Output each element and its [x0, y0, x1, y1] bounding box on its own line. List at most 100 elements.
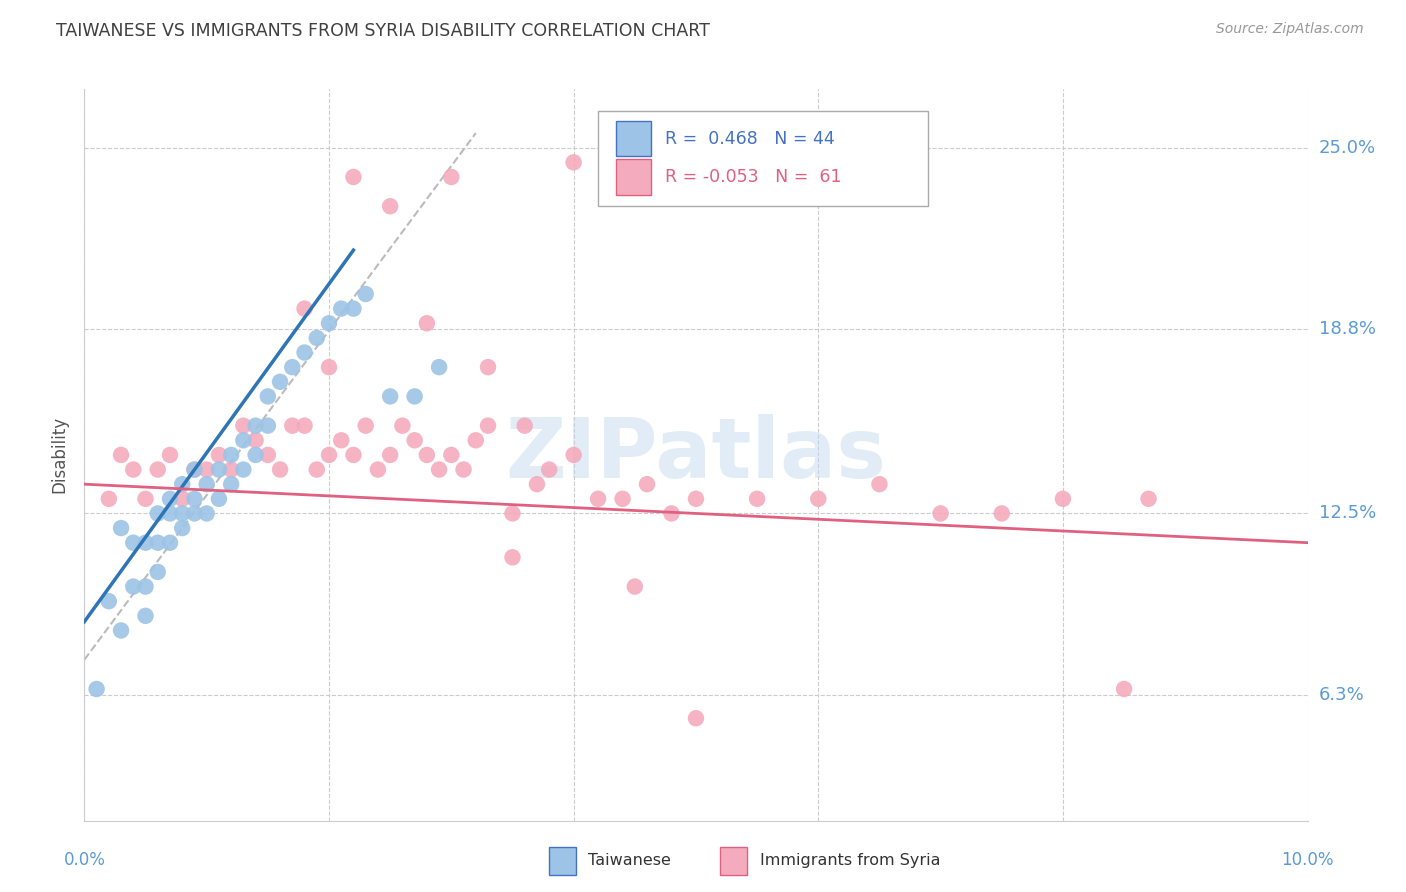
Point [122, 535, 145, 549]
Point [685, 491, 707, 506]
Point [747, 491, 769, 506]
Point [208, 462, 231, 476]
Point [172, 491, 194, 506]
Point [219, 477, 242, 491]
Point [245, 434, 267, 448]
Point [208, 448, 231, 462]
Text: R =  0.468   N = 44: R = 0.468 N = 44 [665, 130, 835, 148]
Point [380, 448, 402, 462]
Point [281, 418, 304, 433]
Point [110, 448, 132, 462]
Point [159, 491, 181, 506]
Point [354, 287, 377, 301]
Point [86, 681, 108, 696]
Point [1114, 681, 1136, 696]
Point [219, 462, 242, 476]
Point [183, 462, 205, 476]
Point [354, 418, 377, 433]
Point [380, 199, 402, 213]
Point [453, 462, 475, 476]
Point [427, 462, 450, 476]
Point [685, 711, 707, 725]
Point [661, 507, 683, 521]
Text: ZIPatlas: ZIPatlas [506, 415, 886, 495]
Point [195, 477, 218, 491]
Point [440, 169, 463, 184]
Text: Immigrants from Syria: Immigrants from Syria [759, 854, 941, 869]
Point [135, 608, 157, 623]
Point [159, 535, 181, 549]
Bar [616, 160, 651, 194]
Text: 6.3%: 6.3% [1319, 686, 1364, 704]
Point [404, 434, 426, 448]
Point [807, 491, 830, 506]
Point [502, 507, 524, 521]
Point [1052, 491, 1074, 506]
Point [318, 316, 340, 330]
Point [245, 448, 267, 462]
Text: Taiwanese: Taiwanese [588, 854, 671, 869]
Point [122, 462, 145, 476]
Bar [550, 847, 576, 875]
Point [1137, 491, 1160, 506]
Point [318, 448, 340, 462]
Point [232, 462, 254, 476]
Point [380, 389, 402, 403]
Point [159, 448, 181, 462]
Point [367, 462, 389, 476]
Text: TAIWANESE VS IMMIGRANTS FROM SYRIA DISABILITY CORRELATION CHART: TAIWANESE VS IMMIGRANTS FROM SYRIA DISAB… [56, 22, 710, 40]
Point [416, 316, 439, 330]
Point [257, 389, 280, 403]
Point [636, 477, 658, 491]
Point [502, 550, 524, 565]
Point [294, 301, 316, 316]
Point [404, 389, 426, 403]
Point [146, 565, 169, 579]
Point [318, 360, 340, 375]
Point [269, 462, 291, 476]
Point [477, 360, 499, 375]
Point [513, 418, 536, 433]
Point [146, 462, 169, 476]
Point [624, 580, 647, 594]
Point [195, 462, 218, 476]
Point [135, 535, 157, 549]
Point [110, 624, 132, 638]
Point [305, 462, 328, 476]
Point [477, 418, 499, 433]
Point [342, 169, 364, 184]
Point [97, 594, 120, 608]
Point [195, 507, 218, 521]
Point [219, 448, 242, 462]
Point [586, 491, 609, 506]
Bar [616, 121, 651, 156]
Point [305, 331, 328, 345]
Point [172, 521, 194, 535]
Point [183, 491, 205, 506]
Point [294, 418, 316, 433]
Point [122, 580, 145, 594]
Point [440, 448, 463, 462]
Point [342, 448, 364, 462]
Text: 12.5%: 12.5% [1319, 505, 1376, 523]
Point [562, 448, 585, 462]
Point [526, 477, 548, 491]
Point [146, 535, 169, 549]
Point [172, 477, 194, 491]
Point [612, 491, 634, 506]
Point [991, 507, 1014, 521]
Point [269, 375, 291, 389]
Point [232, 418, 254, 433]
Point [929, 507, 952, 521]
Point [416, 448, 439, 462]
Point [538, 462, 561, 476]
Point [135, 580, 157, 594]
Point [869, 477, 891, 491]
Text: 10.0%: 10.0% [1281, 851, 1334, 869]
Point [391, 418, 413, 433]
Point [97, 491, 120, 506]
Point [159, 507, 181, 521]
Text: R = -0.053   N =  61: R = -0.053 N = 61 [665, 168, 842, 186]
Text: 25.0%: 25.0% [1319, 139, 1376, 157]
FancyBboxPatch shape [598, 112, 928, 206]
